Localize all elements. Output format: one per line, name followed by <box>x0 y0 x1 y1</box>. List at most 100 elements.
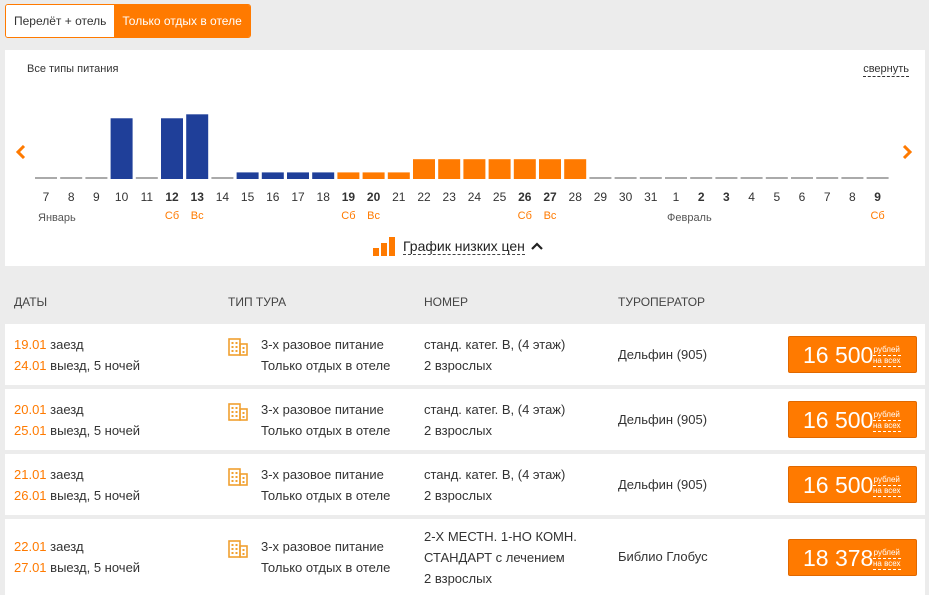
empty-bar-day-24 <box>639 177 662 179</box>
day-label[interactable]: 29 <box>594 190 608 204</box>
checkout-date: 26.01 <box>14 487 47 503</box>
checkout-label: выезд, 5 ночей <box>46 487 141 503</box>
meal-plan: 3-х разовое питание <box>261 401 384 417</box>
price-currency: рублей на всех <box>873 547 901 570</box>
header-tour-type: ТИП ТУРА <box>228 295 287 309</box>
tab-flight-hotel[interactable]: Перелёт + отель <box>6 5 115 37</box>
checkin-label: заезд <box>46 401 84 417</box>
price-bar-day-8[interactable] <box>236 172 259 179</box>
empty-bar-day-33 <box>866 177 889 179</box>
price-bar-day-19[interactable] <box>513 159 536 179</box>
price-bar-day-21[interactable] <box>564 159 587 179</box>
day-label[interactable]: 10 <box>115 190 129 204</box>
row-dates: 19.01 заезд 24.01 выезд, 5 ночей <box>14 334 140 376</box>
day-label[interactable]: 13 <box>191 190 205 204</box>
price-bar-day-13[interactable] <box>362 172 385 179</box>
day-label[interactable]: 22 <box>417 190 431 204</box>
calendar-prev-arrow-icon[interactable] <box>15 143 27 163</box>
day-label[interactable]: 21 <box>392 190 406 204</box>
table-row[interactable]: 19.01 заезд 24.01 выезд, 5 ночей 3-х разов… <box>5 324 925 385</box>
day-label[interactable]: 19 <box>342 190 356 204</box>
weekday-label: Сб <box>341 210 355 222</box>
price-bar-day-15[interactable] <box>413 159 435 179</box>
empty-bar-day-23 <box>614 177 637 179</box>
hotel-building-icon <box>228 540 248 558</box>
day-label[interactable]: 8 <box>68 190 75 204</box>
results-table-header: ДАТЫ ТИП ТУРА НОМЕР ТУРОПЕРАТОР <box>0 289 929 313</box>
day-label[interactable]: 7 <box>824 190 831 204</box>
price-bar-day-14[interactable] <box>387 172 410 179</box>
checkin-date: 19.01 <box>14 336 47 352</box>
day-label[interactable]: 17 <box>291 190 305 204</box>
empty-bar-day-2 <box>85 177 108 179</box>
empty-bar-day-7 <box>211 177 234 179</box>
day-label[interactable]: 11 <box>141 190 154 204</box>
month-label: Февраль <box>667 212 712 224</box>
low-price-chart-toggle[interactable]: График низких цен <box>373 236 543 256</box>
day-label[interactable]: 2 <box>698 190 705 204</box>
day-label[interactable]: 26 <box>518 190 532 204</box>
price-bar-day-5[interactable] <box>161 118 183 179</box>
price-bar-day-12[interactable] <box>337 172 360 179</box>
day-label[interactable]: 9 <box>874 190 881 204</box>
day-label[interactable]: 16 <box>266 190 280 204</box>
price-button[interactable]: 18 378 рублей на всех <box>788 538 917 576</box>
day-label[interactable]: 1 <box>673 190 680 204</box>
price-bar-day-10[interactable] <box>287 172 309 179</box>
day-label[interactable]: 12 <box>165 190 179 204</box>
day-label[interactable]: 14 <box>216 190 230 204</box>
day-label[interactable]: 4 <box>748 190 755 204</box>
day-label[interactable]: 9 <box>93 190 100 204</box>
price-bar-day-17[interactable] <box>463 159 486 179</box>
price-bar-day-18[interactable] <box>488 159 511 179</box>
room-line: 2 взрослых <box>424 487 492 503</box>
day-label[interactable]: 8 <box>849 190 856 204</box>
hotel-building-icon <box>228 337 248 356</box>
bar-chart-icon <box>373 237 395 256</box>
row-room: станд. катег. B, (4 этаж) 2 взрослых <box>424 464 565 506</box>
calendar-next-arrow-icon[interactable] <box>901 143 913 163</box>
day-label[interactable]: 18 <box>317 190 331 204</box>
day-label[interactable]: 6 <box>799 190 806 204</box>
tour-kind: Только отдых в отеле <box>261 560 391 575</box>
room-line: 2 взрослых <box>424 422 492 438</box>
day-label[interactable]: 27 <box>543 190 557 204</box>
price-bar-day-11[interactable] <box>312 172 335 179</box>
day-label[interactable]: 7 <box>43 190 50 204</box>
day-label[interactable]: 25 <box>493 190 507 204</box>
hotel-building-icon <box>228 467 248 486</box>
meal-filter-label[interactable]: Все типы питания <box>27 63 119 75</box>
row-room: станд. катег. B, (4 этаж) 2 взрослых <box>424 334 565 376</box>
day-label[interactable]: 28 <box>569 190 583 204</box>
price-bar-day-9[interactable] <box>261 172 284 179</box>
price-button[interactable]: 16 500 рублей на всех <box>788 466 917 503</box>
day-label[interactable]: 23 <box>443 190 457 204</box>
empty-bar-day-31 <box>816 177 839 179</box>
tab-hotel-only[interactable]: Только отдых в отеле <box>114 5 250 37</box>
price-bar-day-6[interactable] <box>186 114 209 179</box>
checkin-date: 22.01 <box>14 539 47 554</box>
day-label[interactable]: 31 <box>644 190 658 204</box>
price-bar-day-3[interactable] <box>110 118 133 179</box>
checkout-date: 25.01 <box>14 422 47 438</box>
row-operator: Дельфин (905) <box>618 346 708 362</box>
price-bar-day-20[interactable] <box>539 159 561 179</box>
empty-bar-day-25 <box>665 177 687 179</box>
weekday-label: Сб <box>165 210 179 222</box>
day-label[interactable]: 20 <box>367 190 381 204</box>
day-label[interactable]: 24 <box>468 190 482 204</box>
weekday-label: Сб <box>870 210 884 222</box>
collapse-link[interactable]: свернуть <box>863 63 909 77</box>
checkout-label: выезд, 5 ночей <box>46 422 141 438</box>
day-label[interactable]: 3 <box>723 190 730 204</box>
table-row[interactable]: 20.01 заезд 25.01 выезд, 5 ночей 3-х разов… <box>5 389 925 450</box>
price-button[interactable]: 16 500 рублей на всех <box>788 336 917 373</box>
table-row[interactable]: 22.01 заезд 27.01 выезд, 5 ночей 3-х разов… <box>5 519 925 595</box>
room-line: станд. катег. B, (4 этаж) <box>424 401 566 417</box>
day-label[interactable]: 5 <box>773 190 780 204</box>
day-label[interactable]: 30 <box>619 190 633 204</box>
price-button[interactable]: 16 500 рублей на всех <box>788 401 917 438</box>
table-row[interactable]: 21.01 заезд 26.01 выезд, 5 ночей 3-х разов… <box>5 454 925 515</box>
price-bar-day-16[interactable] <box>438 159 461 179</box>
day-label[interactable]: 15 <box>241 190 255 204</box>
